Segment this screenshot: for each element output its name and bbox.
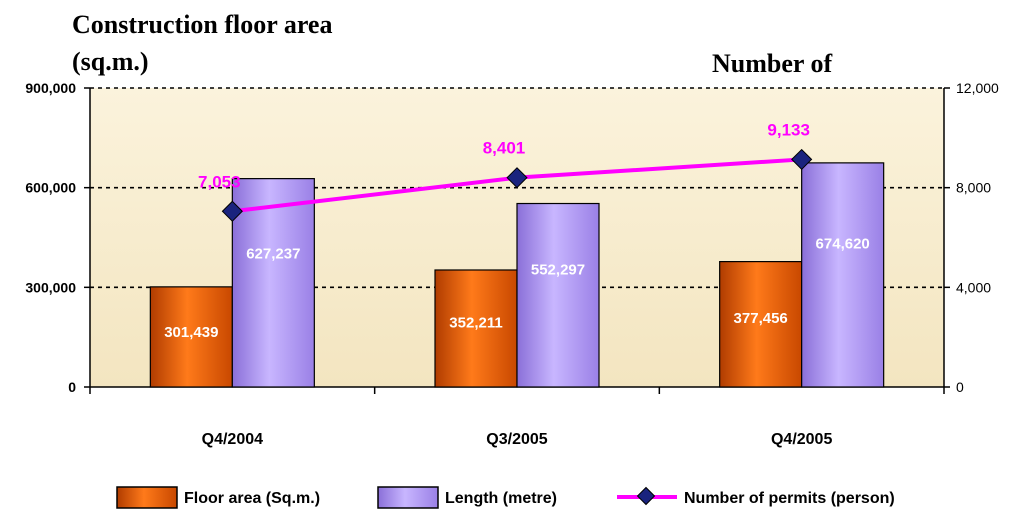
bar-length [231,178,315,388]
bars [149,162,885,388]
permits-label: 8,401 [483,139,526,158]
legend-swatch-floor-area [116,486,178,509]
y-left-tick-label: 300,000 [25,279,76,295]
y-left-tick-label: 0 [68,379,76,395]
bar-label-length: 552,297 [531,262,585,279]
y-right-tick-label: 4,000 [956,279,991,295]
y-left-tick-label: 600,000 [25,180,76,196]
bar-label-length: 627,237 [246,246,300,263]
legend-swatch-length [377,486,439,509]
title-right: Number of [712,49,832,78]
y-right-tick-label: 0 [956,379,964,395]
y-right-tick-label: 8,000 [956,180,991,196]
bar-label-floor-area: 352,211 [449,315,502,332]
legend-label-length: Length (metre) [445,490,557,507]
bar-label-floor-area: 377,456 [734,310,788,327]
permits-label: 7,053 [198,172,241,191]
data-labels: 301,439 627,237 352,211 552,297 377,456 674,6… [164,120,870,340]
x-tick-label: Q3/2005 [486,431,547,448]
bar-length [516,202,600,388]
y-left-tick-label: 900,000 [25,80,76,96]
y-right-tick-label: 12,000 [956,80,999,96]
legend-label-permits: Number of permits (person) [684,490,895,507]
x-tick-label: Q4/2004 [202,431,263,448]
legend-marker-permits [636,486,656,506]
axes: 0 300,000 600,000 900,000 0 4,000 8,000 12,000 Q… [25,80,999,448]
x-tick-label: Q4/2005 [771,431,832,448]
permits-line [221,148,813,222]
legend-label-floor-area: Floor area (Sq.m.) [184,490,320,507]
permits-label: 9,133 [767,120,810,139]
permits-marker [221,200,243,222]
permits-marker [506,167,528,189]
bar-label-floor-area: 301,439 [164,324,218,341]
legend: Floor area (Sq.m.) Length (metre) Number… [116,486,895,509]
bar-length [801,162,885,388]
bar-floor-area [149,286,233,388]
permits-marker [791,148,813,171]
bar-label-length: 674,620 [816,236,870,253]
title-left-line2: (sq.m.) [72,47,149,76]
bar-floor-area [719,261,803,388]
title-left-line1: Construction floor area [72,10,332,39]
